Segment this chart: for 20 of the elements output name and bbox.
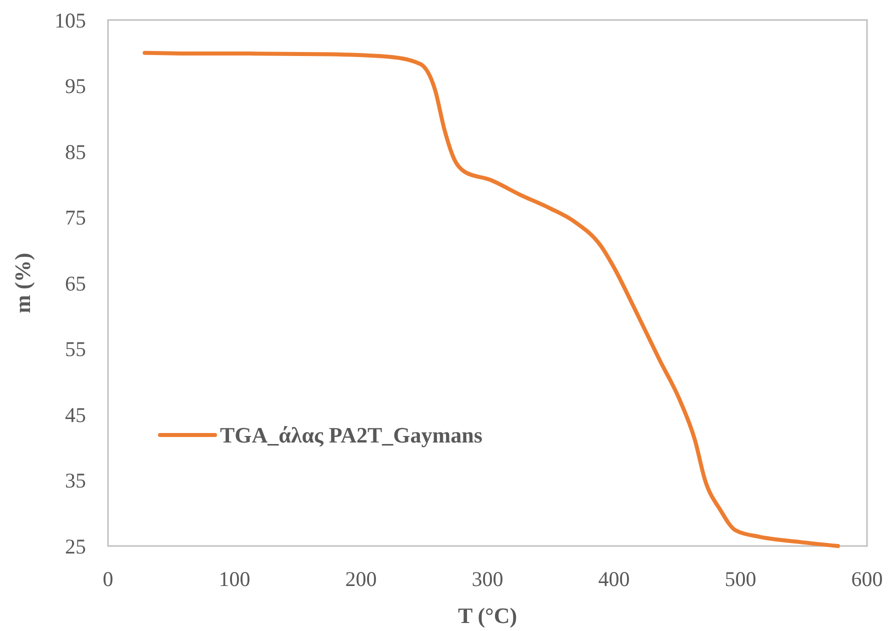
- y-tick-label: 65: [65, 271, 86, 296]
- line-series: [142, 50, 840, 548]
- y-tick-label: 75: [65, 206, 86, 230]
- y-tick-label: 95: [65, 74, 86, 98]
- x-tick-label: 200: [345, 567, 377, 591]
- x-tick-label: 600: [851, 567, 883, 591]
- y-tick-label: 35: [65, 468, 86, 493]
- x-tick-label: 300: [472, 567, 504, 591]
- x-axis-title: T (°C): [458, 603, 518, 628]
- x-tick-label: 0: [102, 567, 114, 591]
- y-axis-title: m (%): [10, 252, 35, 314]
- x-tick-label: 100: [218, 567, 250, 591]
- x-tick-label: 500: [724, 567, 756, 591]
- y-tick-label: 55: [65, 337, 86, 362]
- y-tick-label: 25: [65, 534, 86, 558]
- x-tick-label: 400: [598, 567, 630, 591]
- y-tick-label: 105: [54, 8, 86, 32]
- y-tick-label: 85: [65, 140, 86, 164]
- legend-label: TGA_άλας PA2T_Gaymans: [220, 422, 483, 448]
- y-tick-label: 45: [65, 402, 86, 427]
